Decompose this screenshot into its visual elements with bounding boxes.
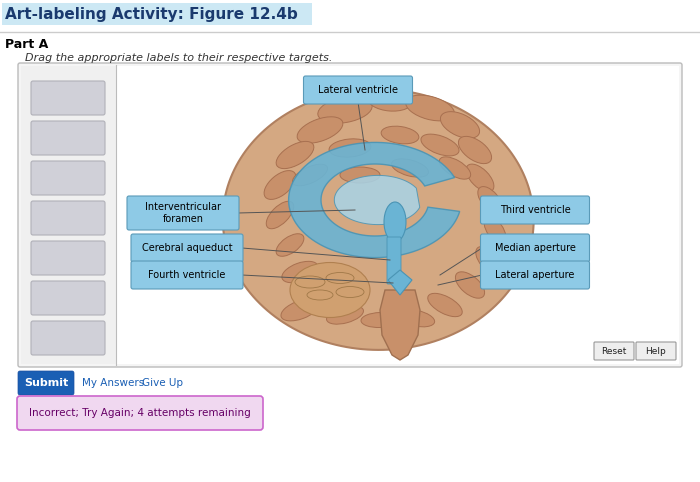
FancyBboxPatch shape [31,321,105,355]
Ellipse shape [326,306,363,324]
Text: Part A: Part A [5,38,48,51]
Text: Art-labeling Activity: Figure 12.4b: Art-labeling Activity: Figure 12.4b [5,8,297,23]
Ellipse shape [440,157,470,179]
FancyBboxPatch shape [480,234,589,262]
Ellipse shape [478,187,502,214]
FancyBboxPatch shape [21,66,116,364]
Ellipse shape [466,164,494,192]
Ellipse shape [293,164,328,186]
Ellipse shape [290,263,370,318]
Ellipse shape [282,261,318,282]
Text: Fourth ventricle: Fourth ventricle [148,270,225,280]
Ellipse shape [476,247,500,273]
FancyBboxPatch shape [2,3,312,25]
FancyBboxPatch shape [116,66,679,364]
Ellipse shape [329,139,371,157]
Text: Submit: Submit [24,378,68,388]
Text: Median aperture: Median aperture [495,243,575,253]
Text: Help: Help [645,347,666,356]
Ellipse shape [264,171,296,200]
FancyBboxPatch shape [131,234,243,262]
Ellipse shape [421,134,459,156]
FancyBboxPatch shape [131,261,243,289]
Polygon shape [388,270,412,295]
Text: Lateral ventricle: Lateral ventricle [318,85,398,95]
Ellipse shape [266,201,294,229]
Text: Lateral aperture: Lateral aperture [496,270,575,280]
Ellipse shape [300,290,332,310]
Ellipse shape [391,159,428,177]
Ellipse shape [428,294,462,317]
Polygon shape [380,290,420,360]
Ellipse shape [456,272,484,298]
Ellipse shape [406,95,454,121]
FancyBboxPatch shape [127,196,239,230]
Text: Give Up: Give Up [142,378,183,388]
Ellipse shape [384,202,406,242]
FancyBboxPatch shape [304,76,412,104]
Text: My Answers: My Answers [82,378,144,388]
Text: Reset: Reset [601,347,626,356]
FancyBboxPatch shape [31,161,105,195]
FancyBboxPatch shape [31,81,105,115]
FancyBboxPatch shape [18,63,682,367]
Text: Incorrect; Try Again; 4 attempts remaining: Incorrect; Try Again; 4 attempts remaini… [29,408,251,418]
Ellipse shape [458,136,491,163]
FancyBboxPatch shape [18,371,74,395]
Ellipse shape [361,312,399,328]
Ellipse shape [484,217,506,243]
FancyBboxPatch shape [387,237,401,284]
Ellipse shape [318,97,372,123]
Text: Third ventricle: Third ventricle [500,205,570,215]
Polygon shape [223,89,533,350]
Text: Cerebral aqueduct: Cerebral aqueduct [141,243,232,253]
Ellipse shape [381,126,419,144]
FancyBboxPatch shape [636,342,676,360]
Ellipse shape [276,141,314,169]
Ellipse shape [281,299,319,321]
FancyBboxPatch shape [480,261,589,289]
FancyBboxPatch shape [594,342,634,360]
FancyBboxPatch shape [31,241,105,275]
Ellipse shape [276,234,304,256]
Polygon shape [288,142,460,257]
Ellipse shape [297,117,343,143]
Ellipse shape [368,89,412,111]
FancyBboxPatch shape [31,281,105,315]
FancyBboxPatch shape [31,121,105,155]
Ellipse shape [340,167,380,183]
FancyBboxPatch shape [31,201,105,235]
Text: Drag the appropriate labels to their respective targets.: Drag the appropriate labels to their res… [25,53,332,63]
Polygon shape [335,175,420,225]
Ellipse shape [440,112,480,138]
FancyBboxPatch shape [17,396,263,430]
FancyBboxPatch shape [480,196,589,224]
Ellipse shape [395,309,435,327]
Text: Interventricular
foramen: Interventricular foramen [145,202,221,224]
